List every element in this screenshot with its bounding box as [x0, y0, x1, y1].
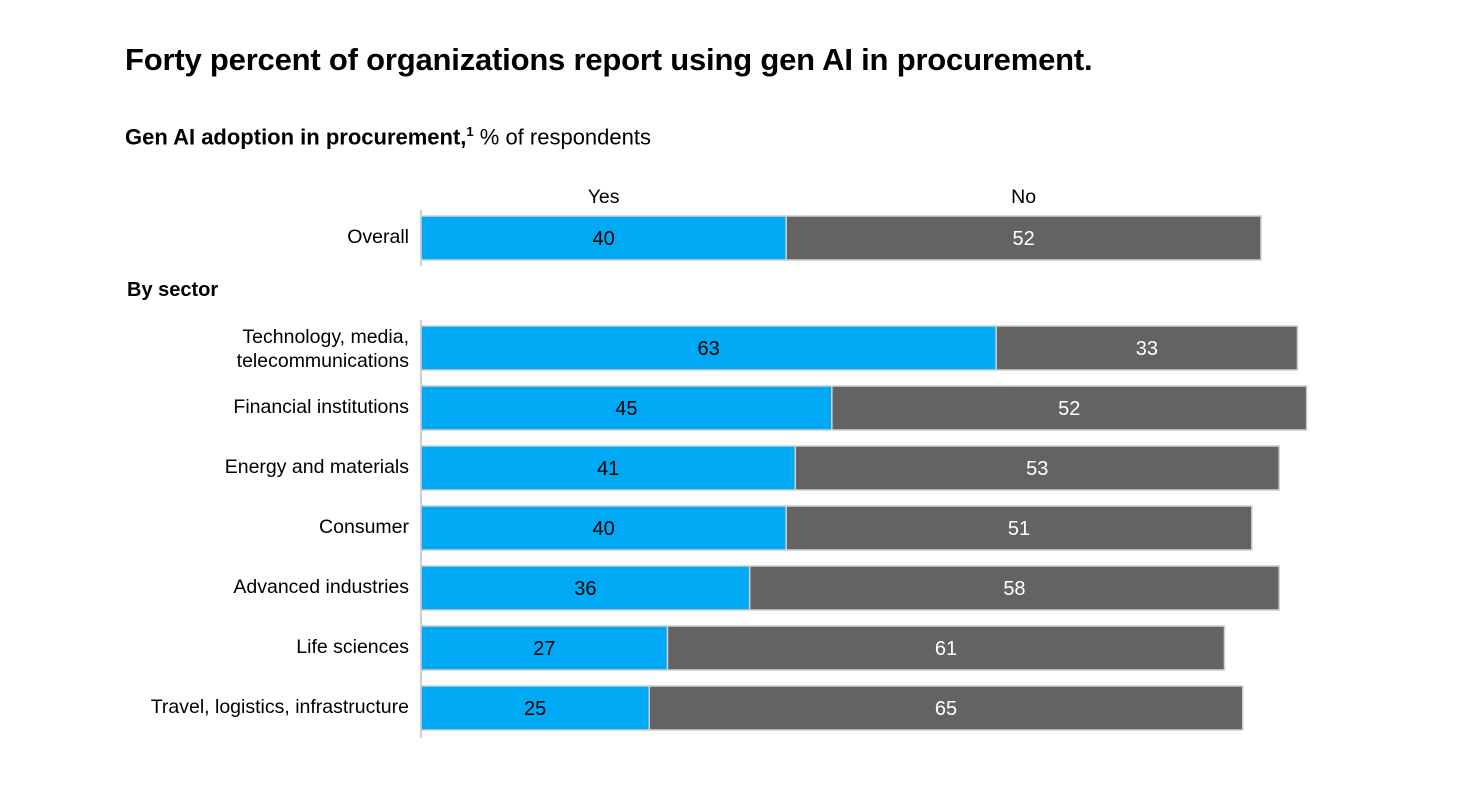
sector-5-category-label: Life sciences [296, 636, 409, 658]
sector-5-yes-label: 27 [533, 638, 555, 660]
sector-0-yes-label: 63 [697, 338, 719, 360]
sector-6-no-label: 65 [935, 698, 957, 720]
sector-5-yes-bar [420, 625, 669, 671]
overall-category-label: Overall [347, 226, 409, 248]
sector-2-no-label: 53 [1026, 458, 1048, 480]
sector-0-no-bar [995, 325, 1299, 371]
legend-no: No [1011, 186, 1036, 208]
sector-3-no-bar [785, 505, 1253, 551]
sector-4-yes-bar [420, 565, 751, 611]
sector-1-category-label: Financial institutions [233, 396, 409, 418]
chart-title: Forty percent of organizations report us… [125, 42, 1093, 77]
overall-no-label: 52 [1012, 228, 1034, 250]
footnote-mark: 1 [466, 124, 474, 139]
sector-6-yes-bar [420, 685, 650, 731]
sector-1-yes-label: 45 [615, 398, 637, 420]
sector-0-no-label: 33 [1136, 338, 1158, 360]
subtitle-unit: % of respondents [473, 124, 651, 150]
sector-4-yes-label: 36 [574, 578, 596, 600]
sector-2-yes-label: 41 [597, 458, 619, 480]
subtitle-bold: Gen AI adoption in procurement, [125, 124, 467, 150]
sector-0-yes-bar [420, 325, 997, 371]
sector-1-no-bar [831, 385, 1308, 431]
sector-1-yes-bar [420, 385, 833, 431]
sector-4-no-bar [748, 565, 1280, 611]
sector-1-no-label: 52 [1058, 398, 1080, 420]
sector-0-category-label: telecommunications [237, 350, 410, 372]
overall-yes-bar [420, 215, 787, 261]
sector-6-category-label: Travel, logistics, infrastructure [151, 696, 409, 718]
sector-2-category-label: Energy and materials [225, 456, 410, 478]
sector-3-category-label: Consumer [319, 516, 409, 538]
sector-6-no-bar [648, 685, 1244, 731]
sector-6-yes-label: 25 [524, 698, 546, 720]
sector-3-no-label: 51 [1008, 518, 1030, 540]
sector-5-no-bar [666, 625, 1226, 671]
sector-3-yes-label: 40 [592, 518, 614, 540]
sector-4-category-label: Advanced industries [233, 576, 409, 598]
chart-subtitle: Gen AI adoption in procurement,1 % of re… [125, 124, 651, 150]
sector-4-no-label: 58 [1003, 578, 1025, 600]
legend-yes: Yes [588, 186, 620, 208]
sector-0-category-label: Technology, media, [242, 326, 409, 348]
sector-5-no-label: 61 [935, 638, 957, 660]
overall-yes-label: 40 [592, 228, 614, 250]
overall-no-bar [785, 215, 1262, 261]
sector-2-no-bar [794, 445, 1280, 491]
group-label: By sector [127, 279, 218, 301]
